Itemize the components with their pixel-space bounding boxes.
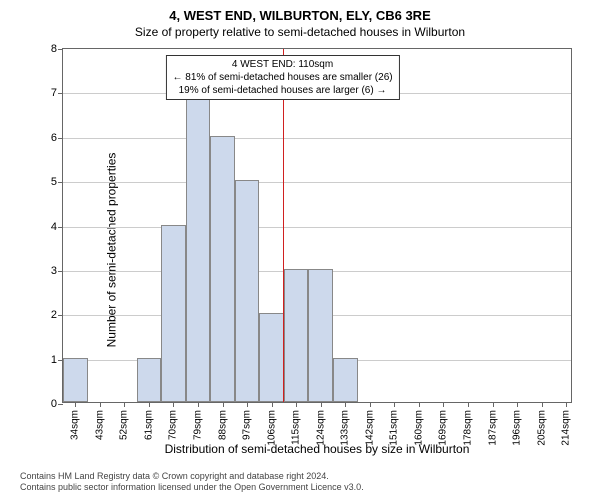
y-tick-label: 5	[51, 176, 57, 188]
x-tick-mark	[394, 402, 395, 407]
annotation-line: ← 81% of semi-detached houses are smalle…	[172, 71, 392, 84]
x-tick-label: 124sqm	[315, 410, 326, 446]
chart-title-line1: 4, WEST END, WILBURTON, ELY, CB6 3RE	[0, 0, 600, 23]
histogram-bar	[308, 269, 333, 402]
x-tick-mark	[149, 402, 150, 407]
x-tick-mark	[345, 402, 346, 407]
y-tick-label: 8	[51, 43, 57, 55]
x-tick-mark	[296, 402, 297, 407]
x-tick-label: 214sqm	[561, 410, 572, 446]
x-tick-mark	[247, 402, 248, 407]
x-tick-mark	[566, 402, 567, 407]
annotation-line: 4 WEST END: 110sqm	[172, 58, 392, 71]
histogram-bar	[284, 269, 309, 402]
x-tick-label: 115sqm	[291, 410, 302, 445]
x-tick-label: 88sqm	[217, 410, 228, 440]
y-tick-mark	[58, 404, 63, 405]
x-tick-mark	[468, 402, 469, 407]
x-tick-label: 187sqm	[487, 410, 498, 446]
x-tick-label: 34sqm	[70, 410, 81, 440]
credits-line1: Contains HM Land Registry data © Crown c…	[20, 471, 364, 483]
x-tick-label: 97sqm	[242, 410, 253, 440]
y-tick-mark	[58, 182, 63, 183]
x-tick-mark	[321, 402, 322, 407]
histogram-bar	[333, 358, 358, 402]
y-tick-label: 3	[51, 265, 57, 277]
y-tick-label: 2	[51, 309, 57, 321]
x-tick-label: 133sqm	[340, 410, 351, 446]
histogram-bar	[210, 136, 235, 402]
y-tick-mark	[58, 138, 63, 139]
x-tick-mark	[493, 402, 494, 407]
histogram-bar	[235, 180, 260, 402]
x-tick-label: 142sqm	[364, 410, 375, 446]
x-tick-mark	[223, 402, 224, 407]
credits-text: Contains HM Land Registry data © Crown c…	[20, 471, 364, 494]
y-tick-mark	[58, 49, 63, 50]
x-tick-mark	[198, 402, 199, 407]
y-tick-label: 4	[51, 221, 57, 233]
x-tick-mark	[443, 402, 444, 407]
x-tick-label: 106sqm	[266, 410, 277, 446]
chart-plot-area: 0123456784 WEST END: 110sqm← 81% of semi…	[62, 48, 572, 403]
x-tick-mark	[517, 402, 518, 407]
x-tick-label: 160sqm	[413, 410, 424, 446]
x-tick-mark	[419, 402, 420, 407]
x-tick-mark	[370, 402, 371, 407]
y-tick-mark	[58, 227, 63, 228]
x-tick-mark	[75, 402, 76, 407]
histogram-bar	[259, 313, 284, 402]
x-tick-label: 205sqm	[536, 410, 547, 446]
x-tick-label: 43sqm	[94, 410, 105, 440]
x-tick-mark	[173, 402, 174, 407]
annotation-box: 4 WEST END: 110sqm← 81% of semi-detached…	[165, 55, 399, 100]
x-tick-label: 79sqm	[193, 410, 204, 440]
gridline	[63, 227, 571, 228]
reference-line	[283, 49, 284, 402]
x-tick-label: 52sqm	[119, 410, 130, 440]
x-tick-label: 61sqm	[143, 410, 154, 440]
y-tick-label: 7	[51, 87, 57, 99]
histogram-bar	[186, 91, 211, 402]
x-tick-mark	[272, 402, 273, 407]
x-tick-mark	[100, 402, 101, 407]
x-tick-label: 196sqm	[512, 410, 523, 446]
y-tick-label: 1	[51, 354, 57, 366]
credits-line2: Contains public sector information licen…	[20, 482, 364, 494]
y-tick-mark	[58, 315, 63, 316]
histogram-bar	[63, 358, 88, 402]
y-tick-mark	[58, 93, 63, 94]
x-tick-mark	[124, 402, 125, 407]
x-axis-label: Distribution of semi-detached houses by …	[62, 442, 572, 456]
y-tick-label: 0	[51, 398, 57, 410]
gridline	[63, 182, 571, 183]
x-tick-label: 178sqm	[463, 410, 474, 446]
chart-title-line2: Size of property relative to semi-detach…	[0, 23, 600, 39]
x-tick-label: 169sqm	[438, 410, 449, 446]
annotation-line: 19% of semi-detached houses are larger (…	[172, 84, 392, 97]
x-tick-mark	[542, 402, 543, 407]
histogram-bar	[137, 358, 162, 402]
gridline	[63, 138, 571, 139]
x-tick-label: 151sqm	[389, 410, 400, 446]
y-tick-mark	[58, 271, 63, 272]
x-tick-label: 70sqm	[168, 410, 179, 440]
histogram-bar	[161, 225, 186, 403]
y-tick-label: 6	[51, 132, 57, 144]
